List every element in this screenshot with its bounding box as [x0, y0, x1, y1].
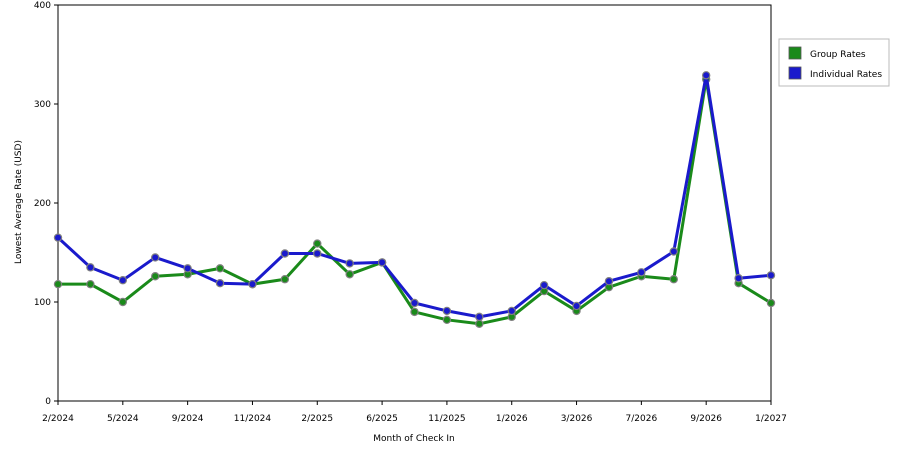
data-point [637, 268, 646, 277]
data-point [766, 271, 776, 280]
y-tick-label: 300 [34, 100, 51, 110]
data-point [539, 280, 549, 290]
data-point [215, 264, 225, 273]
data-point [507, 306, 516, 316]
x-tick-label: 2/2025 [301, 414, 333, 424]
x-tick-label: 11/2024 [234, 414, 272, 424]
legend-label: Group Rates [810, 50, 866, 60]
data-point [53, 233, 63, 242]
data-point [410, 298, 419, 308]
data-point [313, 239, 322, 248]
data-point [151, 253, 160, 262]
axes: 0 100 200 300 400 2/2024 5/2024 9/2024 11/2024 2/… [34, 1, 787, 424]
data-point [442, 315, 452, 325]
x-tick-label: 9/2024 [172, 414, 204, 424]
data-point [86, 279, 95, 289]
legend-label: Individual Rates [810, 70, 882, 80]
data-point [215, 278, 225, 288]
x-tick-label: 1/2026 [496, 414, 528, 424]
data-point [280, 249, 290, 258]
y-tick-label: 200 [34, 199, 51, 209]
data-point [183, 264, 192, 273]
data-point [669, 275, 678, 284]
series-layer [53, 71, 776, 328]
x-tick-label: 3/2026 [561, 414, 593, 424]
x-tick-label: 7/2026 [626, 414, 658, 424]
data-point [410, 307, 419, 317]
data-point [475, 319, 484, 328]
data-point [669, 247, 678, 256]
data-point [734, 274, 743, 283]
data-point [345, 259, 354, 268]
data-point [442, 306, 452, 316]
legend-swatch [788, 46, 802, 60]
legend-swatch [788, 66, 802, 80]
x-tick-label: 5/2024 [107, 414, 139, 424]
data-point [118, 276, 128, 285]
data-point [53, 279, 63, 289]
data-point [572, 301, 581, 311]
y-tick-label: 0 [45, 397, 51, 407]
x-tick-label: 6/2025 [366, 414, 398, 424]
x-tick-label: 9/2026 [690, 414, 722, 424]
data-point [345, 270, 354, 279]
data-point [604, 277, 614, 286]
legend: Group Rates Individual Rates [778, 38, 890, 87]
y-tick-label: 400 [34, 1, 51, 11]
data-point [313, 249, 322, 258]
x-axis-title: Month of Check In [373, 434, 455, 444]
x-tick-label: 1/2027 [755, 414, 787, 424]
data-point [766, 298, 776, 308]
data-point [701, 71, 711, 80]
data-point [151, 272, 160, 281]
plot-frame [57, 4, 772, 402]
data-point [377, 258, 387, 267]
x-tick-label: 11/2025 [428, 414, 465, 424]
y-tick-label: 100 [34, 298, 51, 308]
data-point [280, 275, 290, 284]
y-axis-title: Lowest Average Rate (USD) [14, 140, 24, 264]
data-point [118, 297, 128, 307]
x-tick-label: 2/2024 [42, 414, 74, 424]
data-point [248, 279, 257, 289]
data-point [86, 263, 95, 272]
series-individual-rates [53, 71, 776, 322]
data-point [475, 312, 484, 322]
